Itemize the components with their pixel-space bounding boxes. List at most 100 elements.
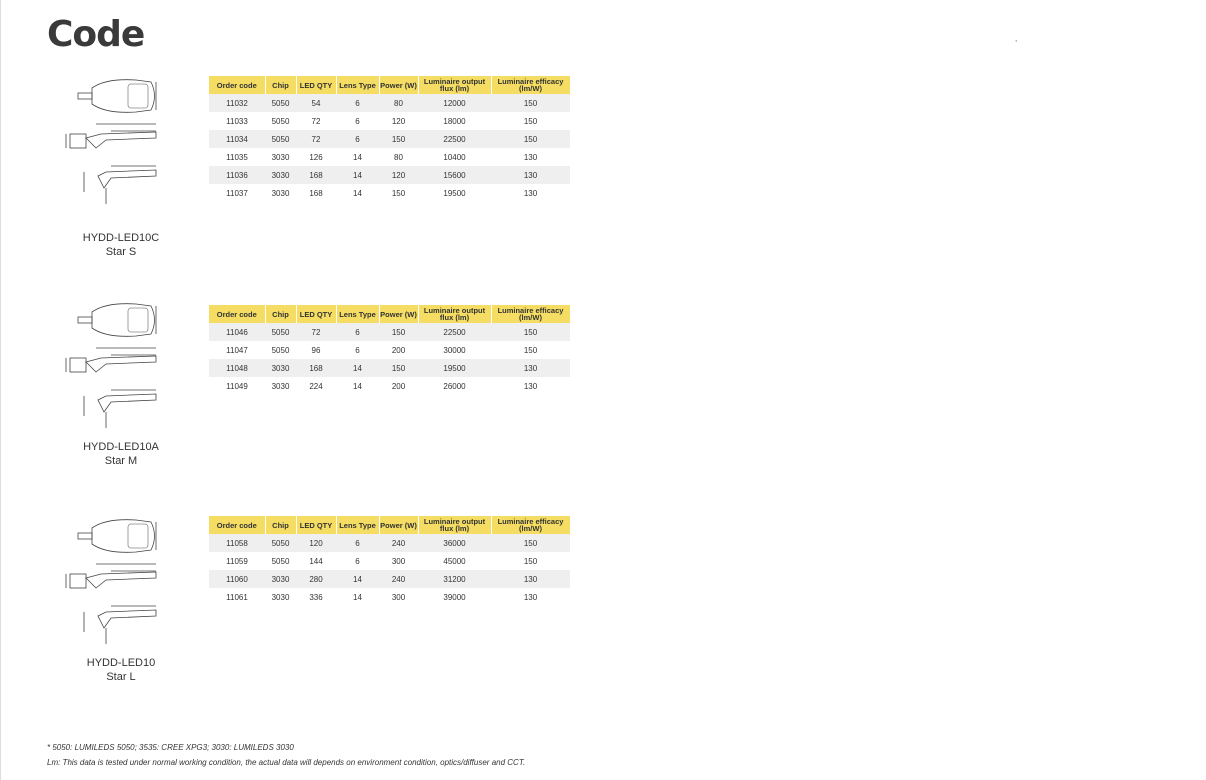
table-cell: 224 (309, 381, 323, 391)
table-cell: 45000 (443, 556, 466, 566)
table-cell: 130 (523, 592, 538, 602)
table-row: 11032 5050 54 6 80 12000 150 (209, 94, 570, 112)
table-cell: 54 (296, 94, 336, 112)
table-cell: 3030 (271, 592, 290, 602)
column-header: Lens Type (336, 516, 380, 534)
table-cell: 12000 (418, 94, 491, 112)
product-model: HYDD-LED10 (86, 657, 156, 669)
table-row: 11048 3030 168 14 150 19500 130 (209, 359, 570, 377)
product-model: HYDD-LED10A (83, 441, 159, 453)
footnotes: * 5050: LUMILEDS 5050; 3535: CREE XPG3; … (47, 740, 525, 770)
column-header: Power (W) (379, 516, 419, 534)
table-row: 11035 3030 126 14 80 10400 130 (209, 148, 570, 166)
table-cell: 6 (355, 556, 360, 566)
table-cell: 336 (309, 592, 323, 602)
table-cell: 14 (336, 570, 379, 588)
table-cell: 126 (309, 152, 323, 162)
table-row: 11059 5050 144 6 300 45000 150 (209, 552, 570, 570)
column-header: LED QTY (296, 305, 337, 323)
table-cell: 26000 (443, 381, 466, 391)
table-cell: 19500 (418, 359, 491, 377)
table-cell: 240 (379, 534, 418, 552)
table-cell: 14 (353, 381, 362, 391)
product-name: Star M (104, 455, 138, 467)
table-cell: 120 (391, 116, 406, 126)
table-cell: 11059 (226, 556, 248, 566)
table-cell: 11037 (226, 188, 248, 198)
order-code-table: Order code Chip LED QTY Lens Type Power (W) L… (209, 516, 571, 606)
table-cell: 150 (391, 188, 406, 198)
table-cell: 6 (336, 94, 379, 112)
luminaire-drawing (65, 79, 157, 204)
footnote-chips: * 5050: LUMILEDS 5050; 3535: CREE XPG3; … (47, 743, 294, 752)
table-cell: 130 (523, 381, 538, 391)
page-title: Code (47, 14, 145, 55)
table-cell: 14 (353, 188, 362, 198)
table-cell: 300 (391, 556, 406, 566)
column-header: Luminaire output flux (lm) (418, 76, 492, 94)
column-header: Lens Type (336, 305, 380, 323)
table-cell: 3030 (271, 188, 290, 198)
order-code-table: Order code Chip LED QTY Lens Type Power (W) L… (209, 76, 571, 202)
column-header: Luminaire output flux (lm) (418, 516, 492, 534)
table-cell: 150 (491, 323, 570, 341)
table-cell: 3030 (265, 359, 296, 377)
footnote-lm: Lm: This data is tested under normal wor… (47, 758, 526, 767)
table-cell: 150 (491, 130, 570, 148)
table-cell: 120 (296, 534, 336, 552)
table-cell: 11033 (226, 116, 248, 126)
table-header: Order code Chip LED QTY Lens Type Power (W) L… (209, 516, 571, 534)
table-cell: 39000 (443, 592, 466, 602)
product-label: HYDD-LED10C Star S (51, 231, 191, 259)
table-cell: 150 (379, 359, 418, 377)
table-cell: 11049 (226, 381, 248, 391)
table-header: Order code Chip LED QTY Lens Type Power (W) L… (209, 305, 571, 323)
table-cell: 5050 (265, 534, 296, 552)
table-cell: 240 (379, 570, 418, 588)
corner-mark: , (1015, 34, 1018, 43)
table-cell: 130 (491, 166, 570, 184)
table-cell: 130 (523, 188, 538, 198)
column-header: Luminaire efficacy (lm/W) (491, 516, 571, 534)
table-cell: 5050 (271, 116, 290, 126)
table-cell: 150 (491, 534, 570, 552)
column-header: Order code (209, 305, 266, 323)
table-cell: 31200 (418, 570, 491, 588)
table-row: 11037 3030 168 14 150 19500 130 (209, 184, 570, 202)
table-cell: 5050 (265, 130, 296, 148)
table-cell: 11047 (226, 345, 248, 355)
column-header: Lens Type (336, 76, 380, 94)
column-header: Order code (209, 76, 266, 94)
table-row: 11046 5050 72 6 150 22500 150 (209, 323, 570, 341)
column-header: Power (W) (379, 305, 419, 323)
table-cell: 14 (353, 592, 362, 602)
table-cell: 96 (311, 345, 321, 355)
table-cell: 144 (309, 556, 323, 566)
table-cell: 11036 (209, 166, 265, 184)
column-header: Chip (265, 305, 297, 323)
table-cell: 6 (355, 345, 360, 355)
table-cell: 130 (491, 570, 570, 588)
column-header: Chip (265, 516, 297, 534)
table-cell: 80 (394, 152, 403, 162)
table-cell: 168 (296, 359, 336, 377)
table-cell: 6 (355, 116, 360, 126)
column-header: Power (W) (379, 76, 419, 94)
table-cell: 11061 (226, 592, 248, 602)
table-row: 11034 5050 72 6 150 22500 150 (209, 130, 570, 148)
table-cell: 11046 (209, 323, 265, 341)
table-cell: 14 (336, 166, 379, 184)
table-cell: 72 (311, 116, 321, 126)
table-cell: 11058 (209, 534, 265, 552)
table-row: 11061 3030 336 14 300 39000 130 (209, 588, 570, 606)
luminaire-drawing (65, 519, 157, 644)
product-label: HYDD-LED10A Star M (51, 440, 191, 468)
table-cell: 3030 (271, 381, 290, 391)
table-row: 11060 3030 280 14 240 31200 130 (209, 570, 570, 588)
table-cell: 6 (336, 130, 379, 148)
table-row: 11058 5050 120 6 240 36000 150 (209, 534, 570, 552)
product-model: HYDD-LED10C (82, 232, 160, 244)
table-cell: 150 (379, 323, 418, 341)
table-cell: 30000 (443, 345, 466, 355)
table-cell: 19500 (443, 188, 466, 198)
